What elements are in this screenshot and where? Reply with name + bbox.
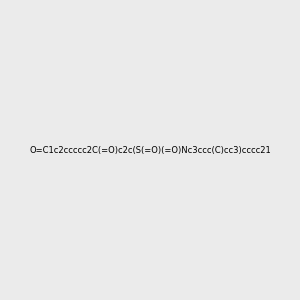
Text: O=C1c2ccccc2C(=O)c2c(S(=O)(=O)Nc3ccc(C)cc3)cccc21: O=C1c2ccccc2C(=O)c2c(S(=O)(=O)Nc3ccc(C)c… (29, 146, 271, 154)
